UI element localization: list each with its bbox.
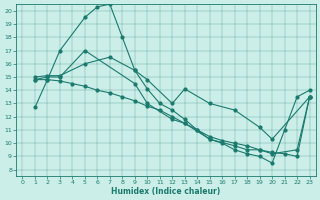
X-axis label: Humidex (Indice chaleur): Humidex (Indice chaleur) (111, 187, 221, 196)
